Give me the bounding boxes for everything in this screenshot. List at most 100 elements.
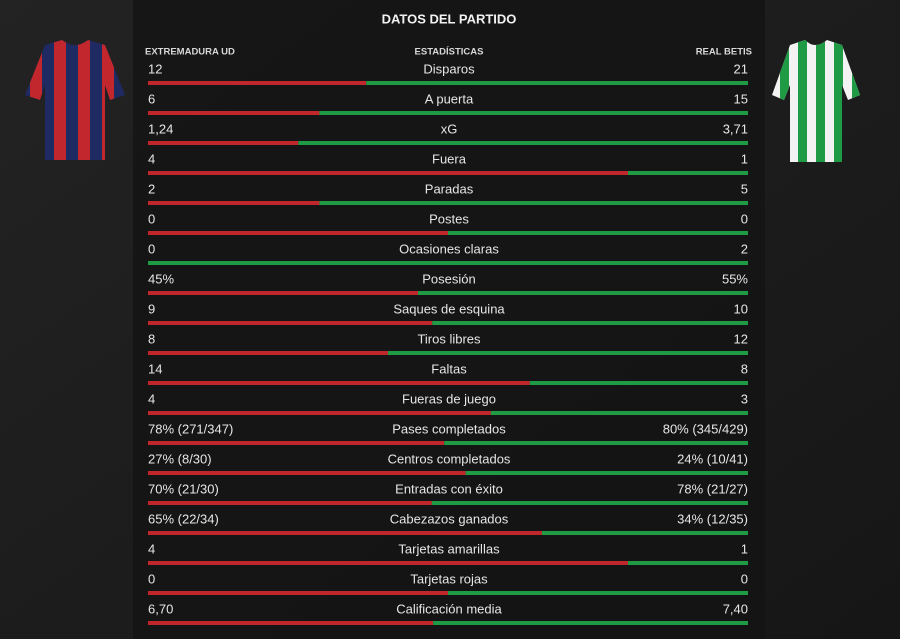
home-bar xyxy=(148,81,367,85)
away-value: 0 xyxy=(741,571,748,586)
away-value: 1 xyxy=(741,541,748,556)
home-bar xyxy=(148,531,542,535)
away-bar xyxy=(432,321,748,325)
away-value: 3 xyxy=(741,391,748,406)
home-team: EXTREMADURA UD xyxy=(145,47,235,58)
stat-label: Fuera xyxy=(432,151,467,166)
stat-label: xG xyxy=(441,121,458,136)
home-value: 12 xyxy=(148,61,162,76)
away-value: 78% (21/27) xyxy=(677,481,748,496)
stat-label: Saques de esquina xyxy=(393,301,505,316)
away-bar xyxy=(628,171,748,175)
home-bar xyxy=(148,171,628,175)
away-value: 3,71 xyxy=(723,121,748,136)
stat-label: Paradas xyxy=(425,181,474,196)
home-value: 78% (271/347) xyxy=(148,421,233,436)
away-team: REAL BETIS xyxy=(696,47,752,58)
away-value: 34% (12/35) xyxy=(677,511,748,526)
away-value: 2 xyxy=(741,241,748,256)
home-bar xyxy=(148,621,434,625)
away-bar xyxy=(529,381,748,385)
stat-label: Tarjetas amarillas xyxy=(398,541,500,556)
home-value: 27% (8/30) xyxy=(148,451,212,466)
home-value: 9 xyxy=(148,301,155,316)
away-bar xyxy=(388,351,748,355)
away-bar xyxy=(465,471,748,475)
stat-label: Fueras de juego xyxy=(402,391,496,406)
away-bar xyxy=(366,81,748,85)
home-bar xyxy=(148,201,320,205)
stat-header: ESTADÍSTICAS xyxy=(415,47,484,58)
stat-label: A puerta xyxy=(425,91,474,106)
home-value: 8 xyxy=(148,331,155,346)
home-bar xyxy=(148,141,299,145)
home-value: 0 xyxy=(148,211,155,226)
stat-label: Tarjetas rojas xyxy=(410,571,488,586)
stat-label: Postes xyxy=(429,211,469,226)
home-value: 0 xyxy=(148,241,155,256)
stat-label: Disparos xyxy=(423,61,475,76)
home-bar xyxy=(148,441,445,445)
stat-label: Centros completados xyxy=(388,451,511,466)
home-value: 70% (21/30) xyxy=(148,481,219,496)
away-bar xyxy=(541,531,748,535)
away-value: 21 xyxy=(734,61,748,76)
away-value: 15 xyxy=(734,91,748,106)
home-value: 4 xyxy=(148,151,155,166)
home-value: 14 xyxy=(148,361,162,376)
away-bar xyxy=(490,411,748,415)
away-value: 5 xyxy=(741,181,748,196)
away-bar xyxy=(448,591,748,595)
home-bar xyxy=(148,561,628,565)
stat-label: Cabezazos ganados xyxy=(390,511,509,526)
away-value: 10 xyxy=(734,301,748,316)
stat-label: Ocasiones claras xyxy=(399,241,499,256)
home-bar xyxy=(148,471,466,475)
home-value: 6,70 xyxy=(148,601,173,616)
away-bar xyxy=(298,141,748,145)
away-bar xyxy=(418,291,748,295)
away-value: 24% (10/41) xyxy=(677,451,748,466)
home-value: 4 xyxy=(148,541,155,556)
away-value: 55% xyxy=(722,271,748,286)
home-value: 6 xyxy=(148,91,155,106)
home-bar xyxy=(148,111,320,115)
away-value: 8 xyxy=(741,361,748,376)
home-bar xyxy=(148,351,388,355)
home-value: 65% (22/34) xyxy=(148,511,219,526)
away-value: 80% (345/429) xyxy=(663,421,748,436)
home-bar xyxy=(148,411,491,415)
stat-label: Posesión xyxy=(422,271,475,286)
away-bar xyxy=(433,621,748,625)
away-value: 0 xyxy=(741,211,748,226)
away-value: 12 xyxy=(734,331,748,346)
away-bar xyxy=(319,201,748,205)
home-bar xyxy=(148,291,418,295)
home-value: 2 xyxy=(148,181,155,196)
away-bar xyxy=(431,501,748,505)
away-bar xyxy=(628,561,748,565)
home-value: 1,24 xyxy=(148,121,173,136)
stat-label: Entradas con éxito xyxy=(395,481,503,496)
away-bar xyxy=(448,231,748,235)
stat-label: Tiros libres xyxy=(417,331,481,346)
home-bar xyxy=(148,591,448,595)
home-value: 0 xyxy=(148,571,155,586)
away-value: 1 xyxy=(741,151,748,166)
stat-label: Faltas xyxy=(431,361,467,376)
home-bar xyxy=(148,381,530,385)
home-bar xyxy=(148,321,433,325)
home-bar xyxy=(148,231,448,235)
away-bar xyxy=(148,261,748,265)
title: DATOS DEL PARTIDO xyxy=(382,11,517,26)
away-bar xyxy=(444,441,748,445)
home-value: 45% xyxy=(148,271,174,286)
away-bar xyxy=(319,111,748,115)
away-value: 7,40 xyxy=(723,601,748,616)
home-bar xyxy=(148,501,432,505)
stat-label: Pases completados xyxy=(392,421,506,436)
home-value: 4 xyxy=(148,391,155,406)
stat-label: Calificación media xyxy=(396,601,502,616)
